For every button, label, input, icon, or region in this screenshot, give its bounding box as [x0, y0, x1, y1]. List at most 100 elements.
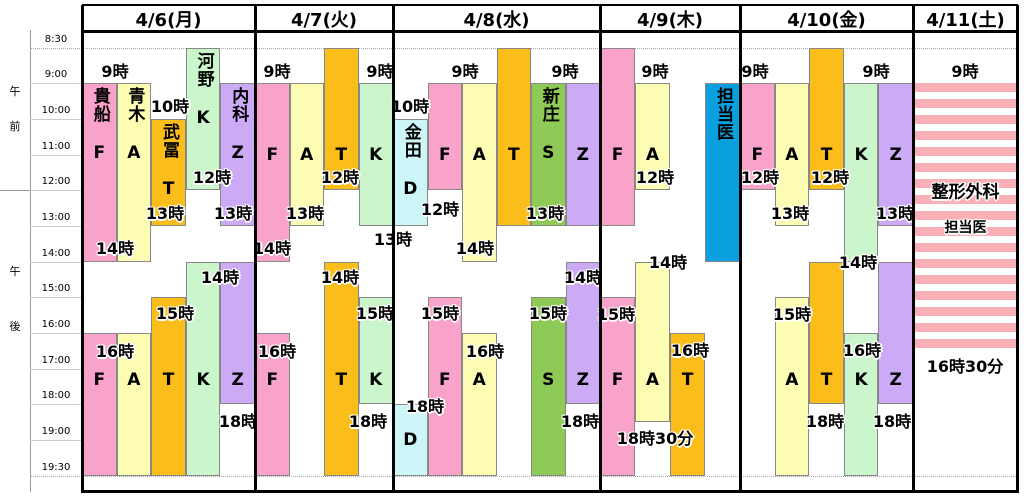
- block-letter: F: [93, 370, 106, 390]
- bottom-line: [82, 490, 1018, 493]
- block-letter: Z: [231, 370, 244, 390]
- row-line: [30, 155, 82, 156]
- block-letter: T: [820, 145, 833, 165]
- block-letter: A: [300, 145, 314, 165]
- time-note: 12時: [635, 168, 675, 187]
- day-header: 4/9(木): [636, 10, 704, 31]
- block-letter: K: [854, 145, 868, 165]
- period-label: 午: [9, 85, 21, 98]
- block-name: 貴船: [89, 87, 110, 123]
- block-letter: S: [542, 370, 555, 390]
- block-letter: T: [162, 178, 175, 199]
- period-label: 後: [9, 320, 21, 333]
- time-note: 18時: [872, 412, 912, 431]
- block-letter: Z: [231, 143, 244, 163]
- day-border: [1016, 5, 1019, 493]
- row-line: [30, 333, 82, 334]
- row-line: [30, 297, 82, 298]
- block-letter: T: [335, 370, 348, 390]
- time-note: 15時: [772, 305, 812, 324]
- row-line: [30, 226, 82, 227]
- block-letter: A: [645, 370, 660, 390]
- block-letter: Z: [889, 370, 902, 390]
- block-letter: A: [127, 143, 141, 163]
- period-label: 午: [9, 265, 21, 278]
- block-letter: A: [645, 145, 660, 165]
- row-line: [30, 404, 82, 405]
- time-note: 13時: [145, 204, 185, 223]
- time-label: 9:00: [44, 69, 68, 80]
- time-note: 12時: [740, 168, 780, 187]
- schedule-block: [116, 83, 152, 262]
- schedule-block: [774, 83, 810, 226]
- time-label: 19:00: [41, 426, 71, 437]
- day-header: 4/6(月): [135, 10, 202, 31]
- time-note: 16時: [257, 342, 297, 361]
- time-note: 9時: [951, 62, 979, 81]
- row-line: [30, 476, 1018, 477]
- schedule-block: [531, 297, 566, 476]
- block-name: 金田: [400, 122, 421, 159]
- time-note: 18時: [405, 397, 445, 416]
- schedule-block: [843, 83, 879, 262]
- block-letter: T: [335, 145, 348, 165]
- time-note: 12時: [320, 168, 360, 187]
- schedule-block: [289, 83, 324, 226]
- schedule-block: [774, 297, 810, 476]
- block-letter: F: [266, 370, 279, 390]
- time-note: 9時: [641, 62, 669, 81]
- time-note: 13時: [875, 204, 915, 223]
- schedule-block: [324, 48, 359, 191]
- schedule-block: [151, 297, 186, 476]
- time-label: 8:30: [44, 34, 68, 45]
- schedule-block: [809, 261, 844, 405]
- schedule-block: [496, 48, 531, 226]
- block-letter: K: [196, 370, 210, 390]
- time-label: 10:00: [41, 105, 71, 116]
- schedule-block: [151, 118, 186, 226]
- block-name: 青木: [124, 87, 145, 123]
- time-label: 12:00: [41, 176, 71, 187]
- time-note: 15時: [155, 304, 195, 323]
- time-note: 13時: [770, 204, 810, 223]
- row-line: [30, 262, 82, 263]
- time-note: 15時: [528, 304, 568, 323]
- time-label: 11:00: [41, 141, 71, 152]
- time-note: 12時: [420, 200, 460, 219]
- time-note: 12時: [192, 168, 232, 187]
- time-note: 9時: [366, 62, 394, 81]
- time-label: 14:00: [41, 248, 71, 259]
- time-note: 13時: [525, 204, 565, 223]
- block-letter: K: [854, 370, 868, 390]
- time-note: 14時: [252, 239, 292, 258]
- time-note: 14時: [838, 253, 878, 272]
- time-note: 9時: [551, 62, 579, 81]
- period-divider: [0, 190, 30, 191]
- block-letter: S: [542, 143, 555, 163]
- block-letter: K: [369, 145, 383, 165]
- time-note: 13時: [213, 204, 253, 223]
- time-note: 16時: [95, 342, 135, 361]
- row-line: [30, 119, 82, 120]
- block-letter: K: [196, 108, 210, 128]
- schedule-block: [809, 48, 844, 191]
- schedule-block: [462, 83, 497, 262]
- time-note: 14時: [648, 253, 688, 272]
- block-letter: F: [751, 145, 764, 165]
- block-letter: Z: [576, 145, 589, 165]
- time-note: 14時: [95, 239, 135, 258]
- block-letter: A: [472, 370, 486, 390]
- time-note: 16時: [842, 341, 882, 360]
- schedule-block: [462, 332, 497, 476]
- day-border: [739, 5, 742, 493]
- row-line: [30, 440, 82, 441]
- block-letter: T: [681, 370, 694, 390]
- time-label: 18:00: [41, 390, 71, 401]
- row-line: [30, 369, 82, 370]
- schedule-block: [427, 297, 462, 476]
- time-note: 10時: [390, 97, 430, 116]
- schedule-block: [393, 404, 428, 476]
- time-note: 14時: [455, 239, 495, 258]
- time-note: 15時: [596, 305, 636, 324]
